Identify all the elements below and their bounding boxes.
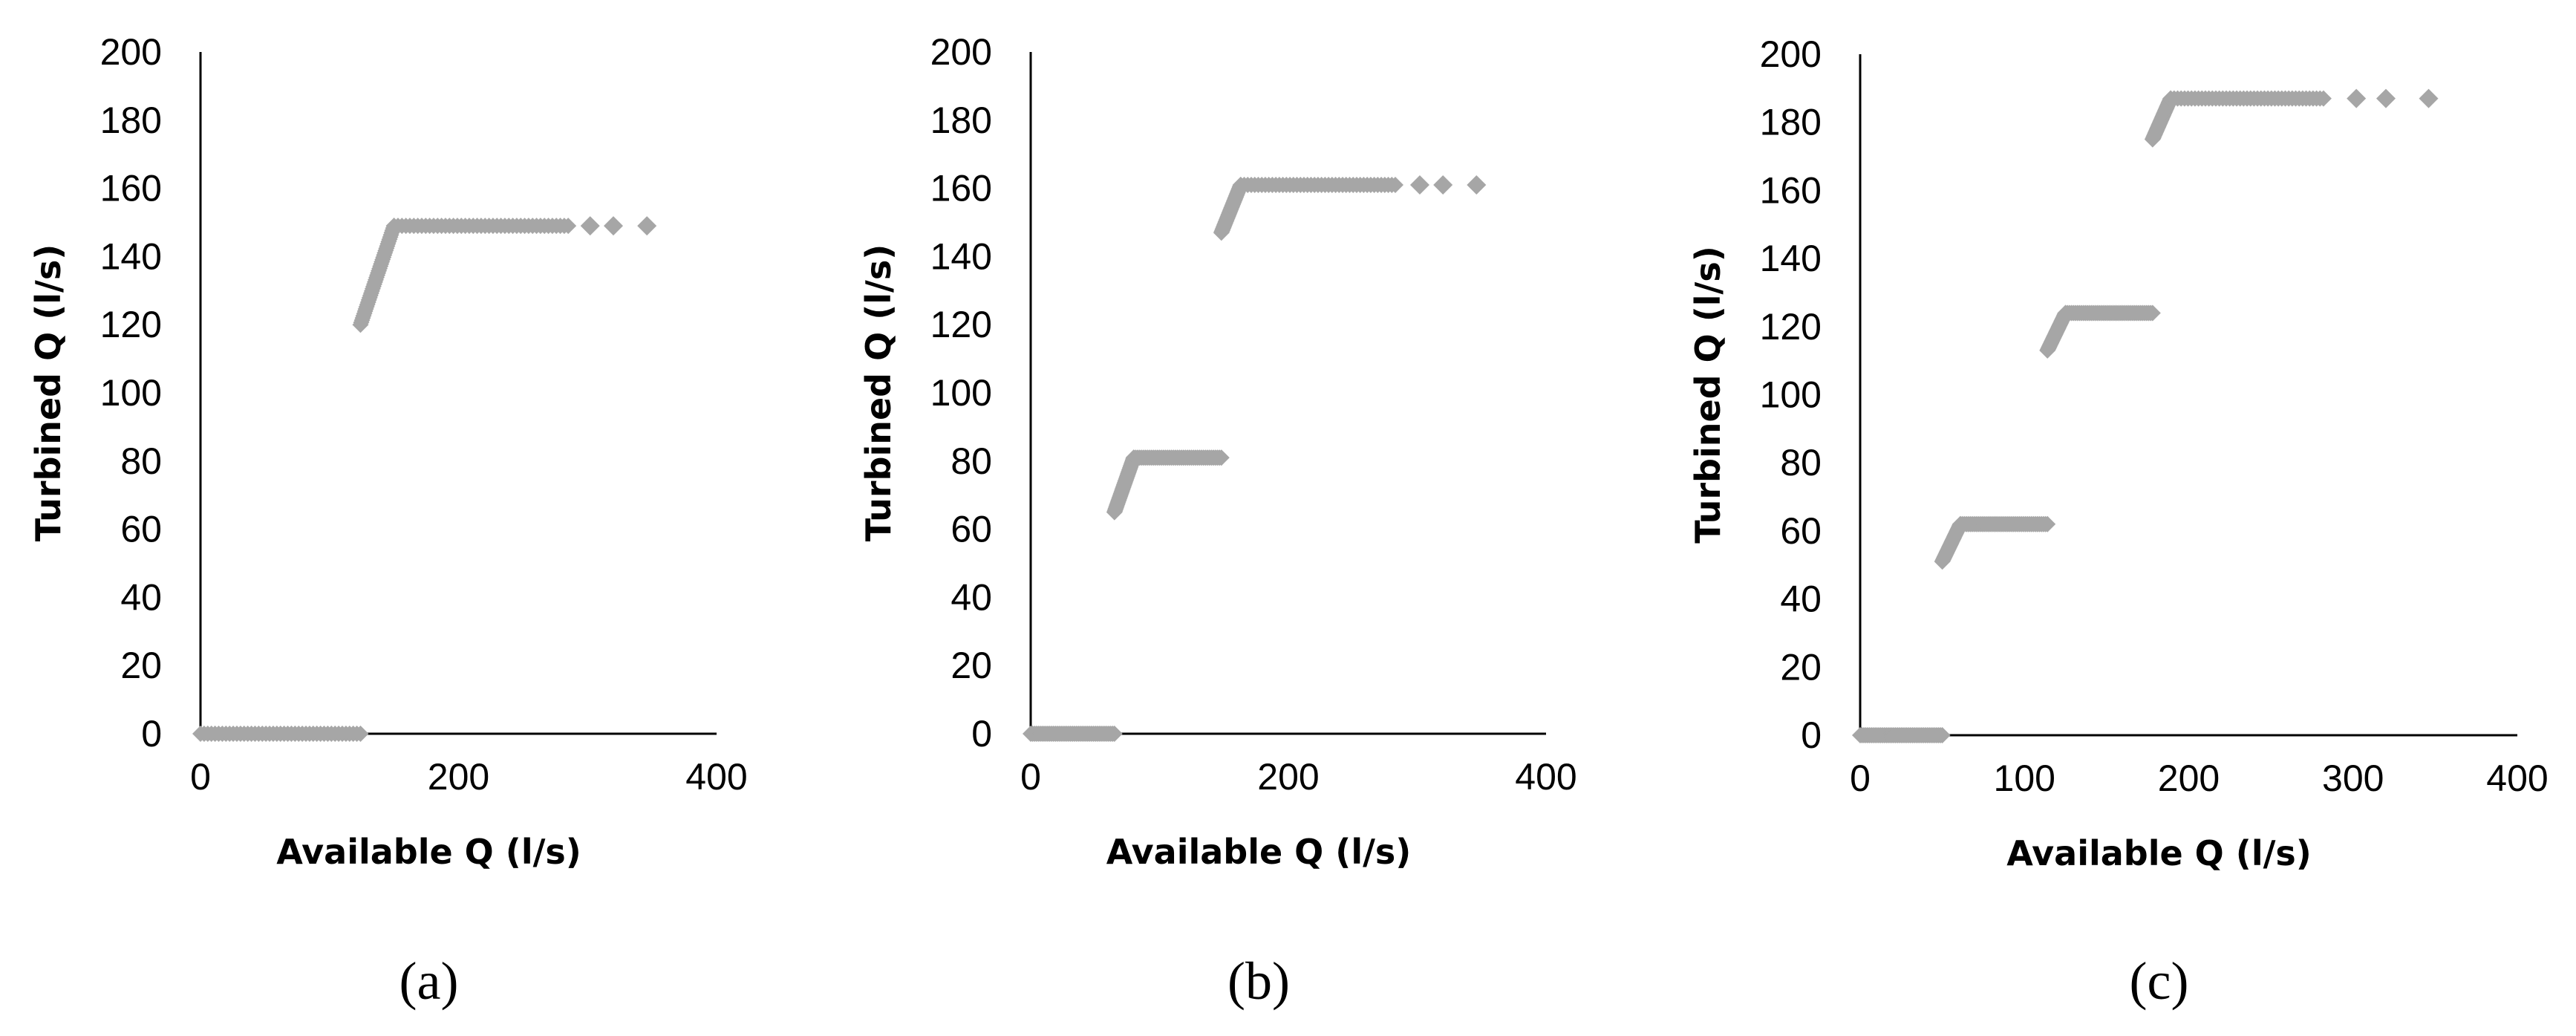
y-tick-label: 180	[930, 100, 992, 141]
y-tick-label: 100	[100, 372, 162, 414]
y-tick-label: 0	[1801, 714, 1822, 756]
data-point	[2419, 88, 2439, 108]
data-point	[2039, 515, 2056, 532]
data-point	[2376, 88, 2396, 108]
y-tick-label: 80	[120, 440, 162, 482]
data-point	[2315, 90, 2332, 107]
x-axis-title: Available Q (l/s)	[1106, 832, 1412, 872]
x-tick-label: 400	[685, 756, 747, 798]
y-tick-label: 60	[1780, 510, 1822, 552]
x-tick-label: 200	[428, 756, 489, 798]
data-point	[1934, 727, 1951, 743]
y-tick-label: 20	[950, 645, 992, 686]
data-point	[1387, 177, 1404, 194]
y-tick-label: 180	[100, 100, 162, 141]
x-tick-label: 0	[1850, 758, 1871, 799]
y-tick-label: 140	[100, 235, 162, 277]
x-tick-label: 0	[190, 756, 211, 798]
panel-label: (a)	[400, 951, 459, 1011]
y-tick-label: 160	[100, 168, 162, 209]
y-tick-label: 60	[950, 509, 992, 550]
y-tick-label: 200	[100, 31, 162, 73]
data-point	[560, 218, 577, 235]
x-tick-label: 400	[2486, 758, 2548, 799]
data-point	[604, 216, 623, 236]
data-point	[1409, 175, 1429, 195]
y-axis-title: Turbined Q (l/s)	[28, 244, 68, 541]
data-point	[1106, 726, 1123, 742]
data-series	[1852, 88, 2439, 743]
y-tick-label: 120	[1760, 306, 1822, 348]
y-tick-label: 40	[950, 576, 992, 618]
y-tick-label: 100	[930, 372, 992, 414]
y-tick-label: 80	[1780, 442, 1822, 483]
data-point	[1467, 175, 1487, 195]
chart-panel-1: 0 20 40 60 80 100 120 140 160 180 200 0 200 400 Availa…	[28, 31, 748, 1011]
x-axis-title: Available Q (l/s)	[2006, 833, 2312, 873]
x-tick-label: 0	[1020, 756, 1041, 798]
panel-label: (b)	[1227, 951, 1290, 1011]
y-tick-label: 0	[141, 713, 162, 755]
x-tick-label: 200	[1257, 756, 1319, 798]
data-point	[1433, 175, 1453, 195]
y-tick-label: 60	[120, 509, 162, 550]
y-axis-title: Turbined Q (l/s)	[1688, 246, 1728, 543]
y-axis-title: Turbined Q (l/s)	[858, 244, 899, 541]
x-tick-label: 100	[1994, 758, 2055, 799]
y-tick-label: 120	[930, 304, 992, 345]
y-tick-label: 0	[971, 713, 992, 755]
y-tick-label: 180	[1760, 102, 1822, 143]
chart-panel-2: 0 20 40 60 80 100 120 140 160 180 200 0 200 400 Availa…	[858, 31, 1577, 1011]
y-tick-label: 160	[1760, 169, 1822, 211]
y-tick-label: 160	[930, 168, 992, 209]
y-tick-label: 140	[930, 235, 992, 277]
data-series	[192, 216, 657, 742]
y-tick-label: 200	[930, 31, 992, 73]
data-point	[1213, 449, 1230, 466]
y-tick-label: 40	[1780, 579, 1822, 620]
y-tick-label: 120	[100, 304, 162, 345]
chart-panel-3: 0 20 40 60 80 100 120 140 160 180 200 0 100 200 300 400…	[1688, 33, 2549, 1011]
data-series	[1023, 175, 1487, 742]
data-point	[637, 216, 657, 236]
y-tick-label: 140	[1760, 238, 1822, 279]
panel-label: (c)	[2130, 951, 2189, 1011]
data-point	[352, 726, 369, 742]
x-tick-label: 300	[2322, 758, 2384, 799]
y-tick-label: 200	[1760, 33, 1822, 75]
x-axis-title: Available Q (l/s)	[276, 832, 581, 872]
x-tick-label: 400	[1515, 756, 1576, 798]
data-point	[2347, 88, 2367, 108]
y-tick-label: 40	[120, 576, 162, 618]
y-tick-label: 20	[1780, 646, 1822, 688]
data-point	[2144, 304, 2161, 322]
y-tick-label: 100	[1760, 374, 1822, 416]
x-tick-label: 200	[2158, 758, 2220, 799]
y-tick-label: 20	[120, 645, 162, 686]
data-point	[580, 216, 600, 236]
y-tick-label: 80	[950, 440, 992, 482]
